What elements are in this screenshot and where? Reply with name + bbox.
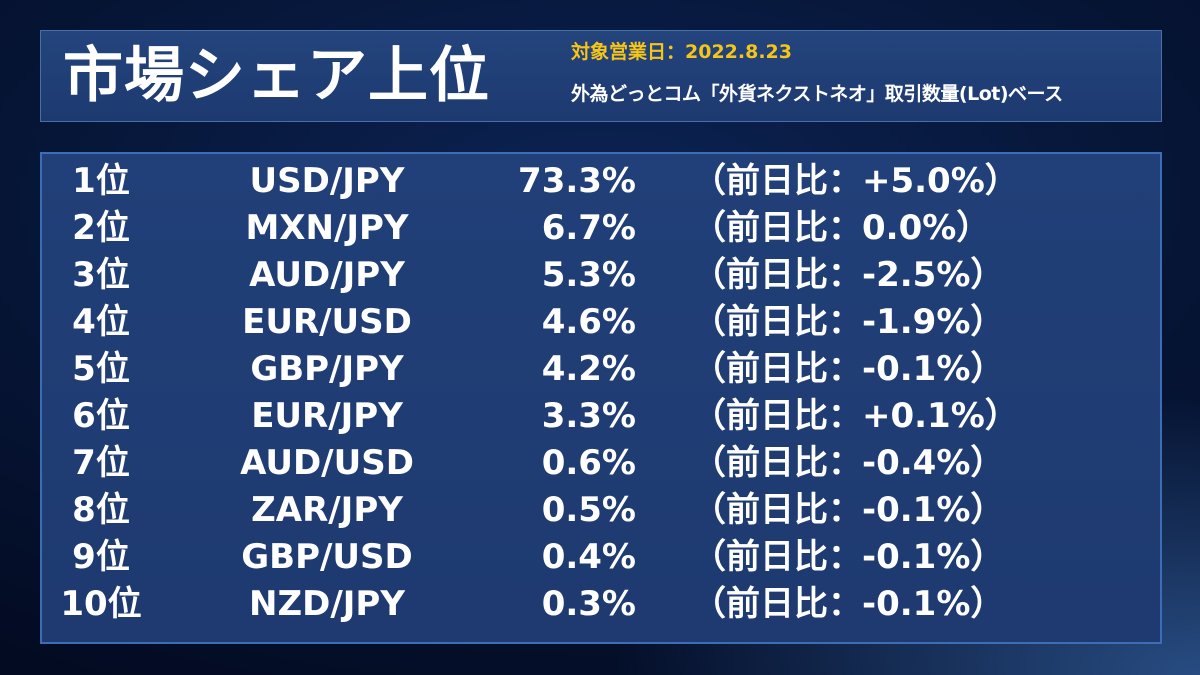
rank-label: 2位 (72, 208, 130, 248)
currency-pair: EUR/USD (242, 302, 412, 342)
day-change: （前日比：+5.0%） (692, 161, 1019, 201)
day-change: （前日比：+0.1%） (692, 396, 1019, 436)
day-change: （前日比：-0.1%） (692, 584, 1005, 624)
currency-pair: AUD/JPY (249, 255, 405, 295)
rank-label: 7位 (72, 443, 130, 483)
ranking-row: 8位 ZAR/JPY 0.5% （前日比：-0.1%） (42, 487, 1160, 533)
day-change: （前日比：-0.1%） (692, 349, 1005, 389)
rank-label: 6位 (72, 396, 130, 436)
ranking-row: 2位 MXN/JPY 6.7% （前日比：0.0%） (42, 205, 1160, 251)
ranking-row: 1位 USD/JPY 73.3% （前日比：+5.0%） (42, 158, 1160, 204)
share-value: 73.3% (518, 161, 636, 201)
rank-label: 3位 (72, 255, 130, 295)
day-change: （前日比：-0.4%） (692, 443, 1005, 483)
share-value: 4.6% (541, 302, 636, 342)
ranking-row: 10位 NZD/JPY 0.3% （前日比：-0.1%） (42, 581, 1160, 627)
currency-pair: USD/JPY (249, 161, 405, 201)
ranking-table: 1位 USD/JPY 73.3% （前日比：+5.0%） 2位 MXN/JPY … (40, 152, 1162, 644)
day-change: （前日比：-2.5%） (692, 255, 1005, 295)
rank-label: 4位 (72, 302, 130, 342)
share-value: 0.4% (541, 537, 636, 577)
rank-label: 9位 (72, 537, 130, 577)
ranking-row: 3位 AUD/JPY 5.3% （前日比：-2.5%） (42, 252, 1160, 298)
share-value: 0.3% (541, 584, 636, 624)
basis-note: 外為どっとコム「外貨ネクストネオ」取引数量(Lot)ベース (571, 83, 1063, 105)
rank-label: 5位 (72, 349, 130, 389)
header-panel: 市場シェア上位 対象営業日：2022.8.23 外為どっとコム「外貨ネクストネオ… (40, 30, 1162, 122)
share-value: 6.7% (541, 208, 636, 248)
business-date: 対象営業日：2022.8.23 (571, 41, 792, 63)
share-value: 0.6% (541, 443, 636, 483)
rank-label: 10位 (60, 584, 142, 624)
share-value: 5.3% (541, 255, 636, 295)
share-value: 3.3% (541, 396, 636, 436)
rank-label: 1位 (72, 161, 130, 201)
day-change: （前日比：-0.1%） (692, 490, 1005, 530)
share-value: 4.2% (541, 349, 636, 389)
day-change: （前日比：0.0%） (692, 208, 991, 248)
ranking-row: 7位 AUD/USD 0.6% （前日比：-0.4%） (42, 440, 1160, 486)
currency-pair: MXN/JPY (245, 208, 409, 248)
currency-pair: GBP/JPY (250, 349, 404, 389)
day-change: （前日比：-0.1%） (692, 537, 1005, 577)
ranking-row: 6位 EUR/JPY 3.3% （前日比：+0.1%） (42, 393, 1160, 439)
currency-pair: ZAR/JPY (251, 490, 403, 530)
ranking-row: 9位 GBP/USD 0.4% （前日比：-0.1%） (42, 534, 1160, 580)
currency-pair: GBP/USD (241, 537, 413, 577)
rank-label: 8位 (72, 490, 130, 530)
currency-pair: EUR/JPY (251, 396, 403, 436)
currency-pair: NZD/JPY (249, 584, 405, 624)
ranking-row: 4位 EUR/USD 4.6% （前日比：-1.9%） (42, 299, 1160, 345)
ranking-row: 5位 GBP/JPY 4.2% （前日比：-0.1%） (42, 346, 1160, 392)
currency-pair: AUD/USD (240, 443, 414, 483)
page-title: 市場シェア上位 (63, 41, 490, 111)
share-value: 0.5% (541, 490, 636, 530)
day-change: （前日比：-1.9%） (692, 302, 1005, 342)
